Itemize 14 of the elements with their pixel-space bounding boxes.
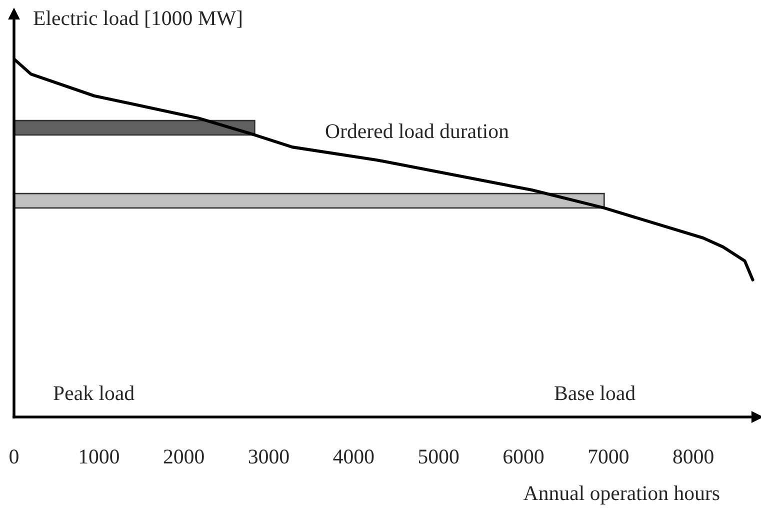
x-tick-label: 8000	[673, 450, 714, 464]
x-tick-label: 4000	[333, 450, 374, 464]
x-tick-label: 0	[10, 450, 18, 464]
x-tick-label: 7000	[588, 450, 628, 464]
annotation: Base load	[554, 386, 636, 400]
annotation: Ordered load duration	[326, 124, 509, 138]
x-axis-title: Annual operation hours	[523, 486, 720, 504]
x-tick-label: 6000	[504, 450, 544, 464]
y-axis-title: Electric load [1000 MW]	[34, 10, 242, 28]
x-tick-label: 5000	[418, 450, 459, 464]
annotation: Peak load	[54, 386, 134, 400]
x-tick-label: 3000	[248, 450, 289, 464]
x-tick-label: 1000	[80, 450, 119, 464]
x-tick-label: 2000	[164, 450, 204, 464]
